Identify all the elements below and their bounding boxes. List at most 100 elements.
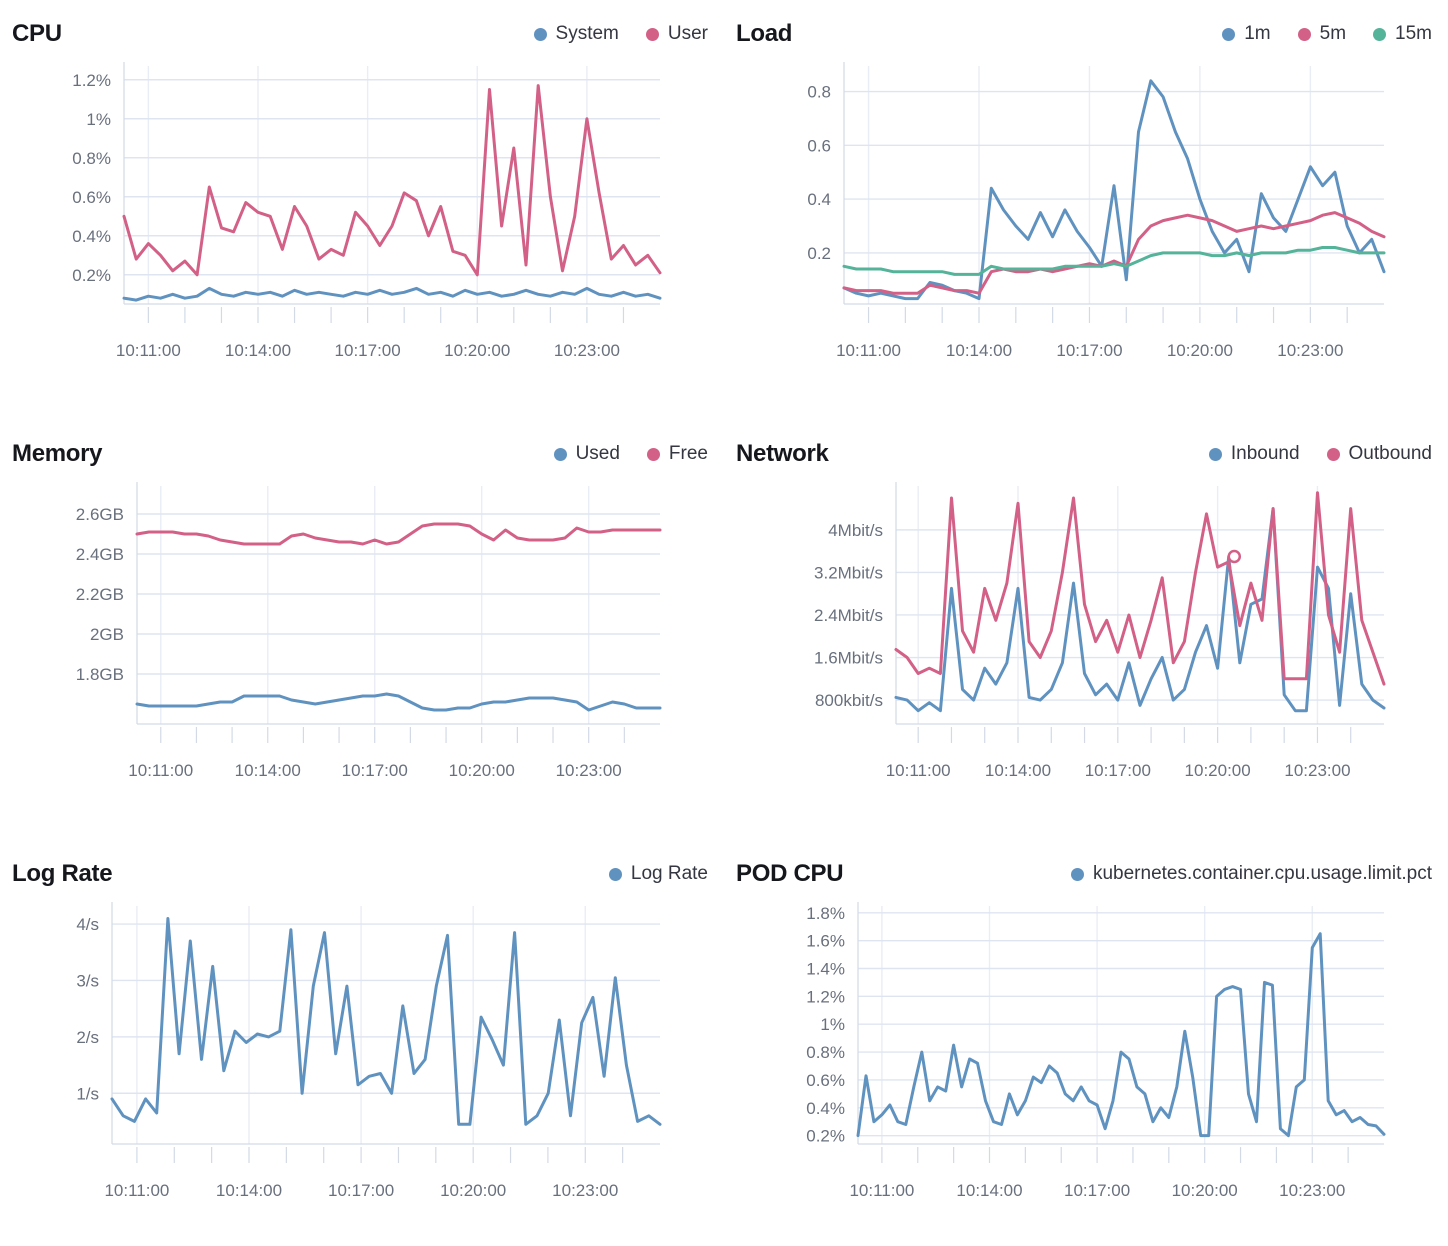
- x-tick-label: 10:14:00: [216, 1181, 282, 1200]
- x-tick-label: 10:23:00: [556, 761, 622, 780]
- y-tick-label: 1.8GB: [76, 665, 124, 684]
- y-tick-label: 0.4%: [72, 227, 111, 246]
- memory-chart-canvas[interactable]: 1.8GB 2GB 2.2GB 2.4GB 2.6GB 10:11:00 10:14:00 1…: [12, 476, 712, 806]
- panel-cpu-title: CPU: [12, 20, 62, 47]
- y-tick-label: 1.8%: [806, 904, 845, 923]
- legend-item-network-0[interactable]: Inbound: [1208, 443, 1300, 465]
- y-tick-label: 0.6%: [72, 188, 111, 207]
- series-line-network-1: [894, 491, 1386, 686]
- panel-lograte: Log Rate Log Rate 1/s 2/s 3/s 4/s 10:11:00 10…: [12, 852, 712, 1226]
- y-tick-label: 1.2%: [806, 987, 845, 1006]
- x-tick-label: 10:11:00: [104, 1181, 169, 1200]
- y-tick-label: 2.4GB: [76, 545, 124, 564]
- y-tick-label: 4Mbit/s: [828, 521, 883, 540]
- legend-item-podcpu-0[interactable]: kubernetes.container.cpu.usage.limit.pct: [1070, 863, 1432, 885]
- x-tick-label: 10:17:00: [1085, 761, 1151, 780]
- panel-memory-header: Memory Used Free: [12, 432, 712, 476]
- x-tick-label: 10:11:00: [849, 1181, 914, 1200]
- panel-lograte-header: Log Rate Log Rate: [12, 852, 712, 896]
- x-tick-label: 10:17:00: [1064, 1181, 1130, 1200]
- legend-dot-icon: [1208, 447, 1222, 461]
- y-tick-label: 4/s: [76, 915, 99, 934]
- y-tick-label: 2.6GB: [76, 505, 124, 524]
- x-tick-label: 10:11:00: [128, 761, 193, 780]
- legend-dot-icon: [533, 27, 547, 41]
- legend-label: System: [555, 23, 619, 44]
- panel-network-header: Network Inbound Outbound: [736, 432, 1436, 476]
- panel-lograte-legend: Log Rate: [608, 863, 708, 885]
- isolated-point-marker: [1227, 549, 1242, 564]
- x-tick-label: 10:23:00: [552, 1181, 618, 1200]
- legend-item-load-2[interactable]: 15m: [1373, 23, 1432, 45]
- y-tick-label: 0.8%: [72, 149, 111, 168]
- lograte-chart-canvas[interactable]: 1/s 2/s 3/s 4/s 10:11:00 10:14:00 10:17:00 10:2…: [12, 896, 712, 1226]
- panel-cpu: CPU System User 0.2% 0.4% 0.6% 0.8% 1% 1.2% 10:…: [12, 12, 712, 386]
- legend-dot-icon: [1070, 867, 1084, 881]
- legend-item-memory-1[interactable]: Free: [646, 443, 708, 465]
- panel-podcpu-legend: kubernetes.container.cpu.usage.limit.pct: [1070, 863, 1432, 885]
- panel-load-header: Load 1m 5m 15m: [736, 12, 1436, 56]
- panel-network: Network Inbound Outbound 800kbit/s 1.6Mbit…: [736, 432, 1436, 806]
- legend-item-load-0[interactable]: 1m: [1222, 23, 1271, 45]
- legend-item-lograte-0[interactable]: Log Rate: [608, 863, 708, 885]
- y-tick-label: 1.6Mbit/s: [814, 649, 883, 668]
- x-tick-label: 10:14:00: [946, 341, 1012, 360]
- x-tick-label: 10:11:00: [886, 761, 951, 780]
- cpu-chart-canvas[interactable]: 0.2% 0.4% 0.6% 0.8% 1% 1.2% 10:11:00 10:14:00 10…: [12, 56, 712, 386]
- series-line-load-1: [842, 211, 1386, 295]
- legend-label: User: [667, 23, 708, 44]
- legend-dot-icon: [608, 867, 622, 881]
- legend-label: Used: [575, 443, 620, 464]
- panel-cpu-header: CPU System User: [12, 12, 712, 56]
- series-line-memory-0: [135, 692, 662, 712]
- x-tick-label: 10:20:00: [440, 1181, 506, 1200]
- x-tick-label: 10:11:00: [116, 341, 181, 360]
- y-tick-label: 3/s: [76, 971, 99, 990]
- x-tick-label: 10:20:00: [1172, 1181, 1238, 1200]
- legend-label: 5m: [1319, 23, 1347, 44]
- x-tick-label: 10:23:00: [1277, 341, 1343, 360]
- panel-memory-title: Memory: [12, 440, 103, 467]
- y-tick-label: 1%: [86, 110, 111, 129]
- series-line-cpu-1: [122, 84, 662, 277]
- y-tick-label: 1.2%: [72, 71, 111, 90]
- legend-item-memory-0[interactable]: Used: [553, 443, 620, 465]
- series-line-cpu-0: [122, 286, 662, 302]
- y-tick-label: 0.8: [807, 83, 831, 102]
- series-line-network-0: [894, 507, 1386, 713]
- panel-podcpu: POD CPU kubernetes.container.cpu.usage.l…: [736, 852, 1436, 1226]
- x-tick-label: 10:11:00: [836, 341, 901, 360]
- y-tick-label: 0.6: [807, 136, 831, 155]
- podcpu-chart-canvas[interactable]: 0.2% 0.4% 0.6% 0.8% 1% 1.2% 1.4% 1.6% 1.8% 10:11:…: [736, 896, 1436, 1226]
- legend-label: Inbound: [1230, 443, 1300, 464]
- panel-network-legend: Inbound Outbound: [1208, 443, 1432, 465]
- panel-lograte-title: Log Rate: [12, 860, 113, 887]
- panel-network-title: Network: [736, 440, 829, 467]
- panel-load-legend: 1m 5m 15m: [1222, 23, 1432, 45]
- x-tick-label: 10:17:00: [342, 761, 408, 780]
- network-chart-canvas[interactable]: 800kbit/s 1.6Mbit/s 2.4Mbit/s 3.2Mbit/s 4Mbi…: [736, 476, 1436, 806]
- legend-label: 15m: [1395, 23, 1432, 44]
- load-chart-canvas[interactable]: 0.2 0.4 0.6 0.8 10:11:00 10:14:00 10:17:00 10:2…: [736, 56, 1436, 386]
- y-tick-label: 1/s: [76, 1084, 99, 1103]
- y-tick-label: 0.4: [807, 190, 831, 209]
- legend-dot-icon: [1222, 27, 1236, 41]
- panel-cpu-legend: System User: [533, 23, 708, 45]
- x-tick-label: 10:14:00: [225, 341, 291, 360]
- y-tick-label: 0.8%: [806, 1043, 845, 1062]
- legend-dot-icon: [1373, 27, 1387, 41]
- x-tick-label: 10:14:00: [985, 761, 1051, 780]
- panel-memory: Memory Used Free 1.8GB 2GB 2.2GB 2.4GB 2.6GB 1…: [12, 432, 712, 806]
- legend-item-load-1[interactable]: 5m: [1297, 23, 1347, 45]
- legend-item-cpu-0[interactable]: System: [533, 23, 619, 45]
- legend-item-cpu-1[interactable]: User: [645, 23, 708, 45]
- y-tick-label: 0.2: [807, 244, 831, 263]
- x-tick-label: 10:17:00: [328, 1181, 394, 1200]
- series-line-memory-1: [135, 522, 662, 546]
- legend-dot-icon: [646, 447, 660, 461]
- legend-item-network-1[interactable]: Outbound: [1326, 443, 1432, 465]
- legend-dot-icon: [553, 447, 567, 461]
- y-tick-label: 2.4Mbit/s: [814, 606, 883, 625]
- x-tick-label: 10:17:00: [335, 341, 401, 360]
- x-tick-label: 10:20:00: [1185, 761, 1251, 780]
